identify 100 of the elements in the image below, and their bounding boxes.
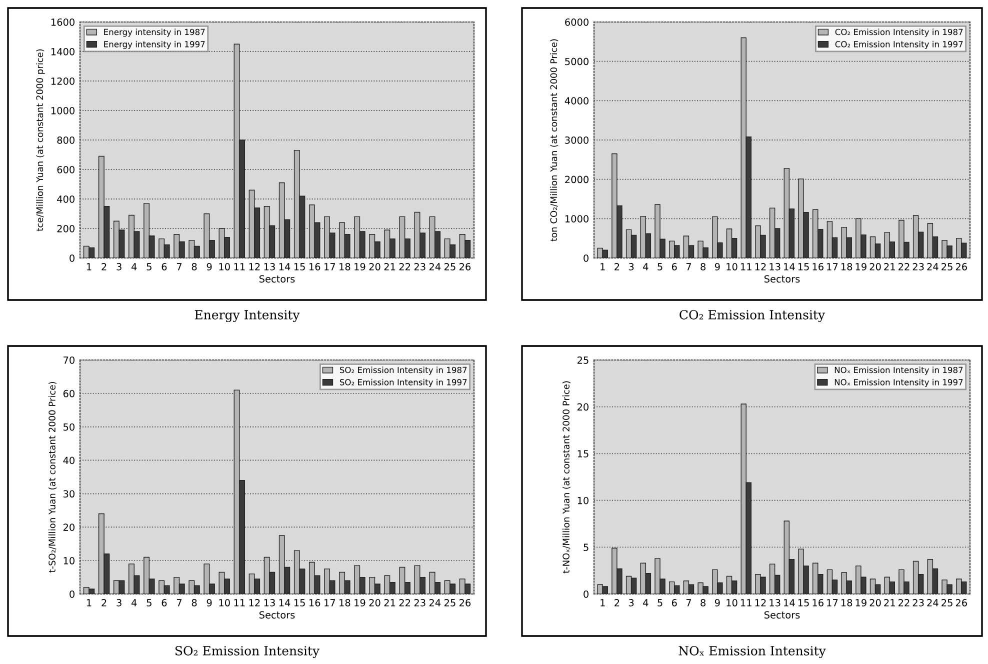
- x-tick-label: 10: [219, 599, 230, 606]
- x-tick-label: 24: [927, 263, 938, 270]
- x-tick-label: 26: [460, 263, 471, 270]
- x-tick-label: 14: [784, 263, 795, 270]
- x-tick-label: 16: [812, 263, 824, 270]
- legend-label: NOₓ Emission Intensity in 1987: [834, 366, 963, 375]
- x-tick-label: 17: [324, 599, 335, 606]
- x-tick-label: 13: [264, 263, 275, 270]
- x-tick-label: 11: [234, 263, 245, 270]
- x-tick-label: 11: [741, 599, 752, 606]
- x-axis-title: Sectors: [259, 275, 295, 283]
- x-tick-label: 6: [672, 263, 677, 270]
- x-tick-label: 17: [324, 263, 335, 270]
- x-tick-label: 4: [643, 599, 648, 606]
- x-tick-label: 8: [700, 599, 706, 606]
- x-tick-label: 5: [146, 263, 152, 270]
- y-tick-label: 0: [584, 590, 588, 598]
- legend-label: CO₂ Emission Intensity in 1997: [835, 40, 963, 49]
- x-tick-label: 20: [369, 263, 380, 270]
- x-tick-label: 9: [714, 263, 720, 270]
- legend-label: NOₓ Emission Intensity in 1997: [834, 378, 963, 387]
- y-tick-label: 10: [578, 496, 588, 504]
- x-tick-label: 18: [841, 263, 852, 270]
- x-tick-label: 1: [600, 599, 605, 606]
- x-tick-label: 13: [770, 599, 780, 606]
- x-tick-label: 8: [192, 263, 197, 270]
- y-tick-label: 400: [57, 195, 74, 203]
- legend-label: Energy intensity in 1987: [104, 28, 205, 37]
- x-tick-label: 23: [414, 599, 426, 606]
- x-tick-label: 15: [294, 599, 305, 606]
- x-tick-label: 4: [643, 263, 648, 270]
- x-tick-label: 11: [741, 263, 752, 270]
- x-tick-label: 8: [192, 599, 197, 606]
- x-tick-label: 13: [770, 263, 780, 270]
- x-tick-label: 10: [726, 263, 738, 270]
- y-tick-label: 6000: [565, 18, 588, 26]
- x-tick-label: 21: [884, 263, 895, 270]
- legend-label: CO₂ Emission Intensity in 1987: [835, 28, 963, 37]
- y-tick-label: 1000: [565, 215, 588, 222]
- y-tick-label: 15: [578, 450, 588, 458]
- x-tick-label: 2: [614, 599, 620, 606]
- legend-label: Energy intensity in 1997: [104, 40, 205, 49]
- x-tick-label: 10: [219, 263, 230, 270]
- x-tick-label: 8: [700, 263, 706, 270]
- y-tick-label: 1000: [51, 106, 74, 114]
- x-tick-label: 2: [614, 263, 620, 270]
- x-tick-label: 6: [672, 599, 677, 606]
- y-tick-label: 0: [70, 254, 74, 262]
- x-tick-label: 6: [162, 263, 167, 270]
- x-tick-label: 3: [116, 599, 122, 606]
- y-tick-label: 60: [63, 390, 74, 398]
- x-tick-label: 21: [384, 263, 396, 270]
- y-tick-label: 30: [64, 490, 74, 498]
- x-tick-label: 16: [309, 599, 320, 606]
- x-tick-label: 5: [146, 599, 152, 606]
- x-tick-label: 26: [956, 263, 967, 270]
- x-tick-label: 19: [856, 263, 866, 270]
- text: NOₓ Emission Intensity: [678, 646, 826, 658]
- x-tick-label: 12: [755, 263, 766, 270]
- x-tick-label: 9: [206, 263, 212, 270]
- y-tick-label: 25: [577, 356, 588, 364]
- x-tick-label: 23: [912, 599, 924, 606]
- text: CO₂ Emission Intensity: [680, 310, 826, 322]
- x-tick-label: 24: [429, 599, 441, 606]
- x-tick-label: 14: [279, 263, 290, 270]
- x-tick-label: 22: [898, 599, 910, 606]
- y-tick-label: 5: [584, 544, 588, 552]
- y-tick-label: 200: [57, 224, 74, 232]
- x-tick-label: 22: [399, 263, 410, 270]
- x-tick-label: 1: [87, 599, 92, 606]
- y-tick-label: 600: [57, 166, 74, 174]
- y-tick-label: 40: [63, 456, 74, 464]
- y-axis-title: ton CO₂/Million Yuan (at constant 2000 Price): [550, 39, 558, 242]
- x-tick-label: 21: [384, 599, 396, 606]
- y-tick-label: 20: [63, 524, 74, 531]
- y-tick-label: 800: [57, 136, 74, 144]
- x-tick-label: 5: [658, 599, 662, 606]
- x-tick-label: 7: [176, 599, 182, 606]
- y-tick-label: 2000: [565, 176, 588, 184]
- y-axis-title: t-NOₓ/Million Yuan (at constant 2000 Price): [562, 381, 571, 574]
- y-axis-title: t-SO₂/Million Yuan (at constant 2000 Price): [48, 382, 57, 573]
- x-tick-label: 15: [294, 263, 305, 270]
- x-tick-label: 7: [686, 599, 691, 606]
- y-tick-label: 0: [70, 590, 74, 598]
- x-tick-label: 3: [628, 263, 634, 270]
- y-tick-label: 1600: [51, 18, 74, 26]
- x-tick-label: 14: [784, 599, 795, 606]
- x-tick-label: 4: [132, 599, 137, 606]
- text: Energy Intensity: [194, 310, 300, 322]
- x-tick-label: 26: [956, 599, 967, 606]
- x-tick-label: 19: [354, 599, 366, 606]
- x-tick-label: 11: [234, 599, 245, 606]
- x-tick-label: 13: [264, 599, 275, 606]
- x-tick-label: 21: [884, 599, 895, 606]
- y-tick-label: 1400: [51, 48, 74, 56]
- x-tick-label: 12: [755, 599, 766, 606]
- y-tick-label: 50: [64, 423, 74, 431]
- x-tick-label: 9: [206, 599, 212, 606]
- x-tick-label: 12: [249, 599, 260, 606]
- y-tick-label: 1200: [51, 77, 74, 85]
